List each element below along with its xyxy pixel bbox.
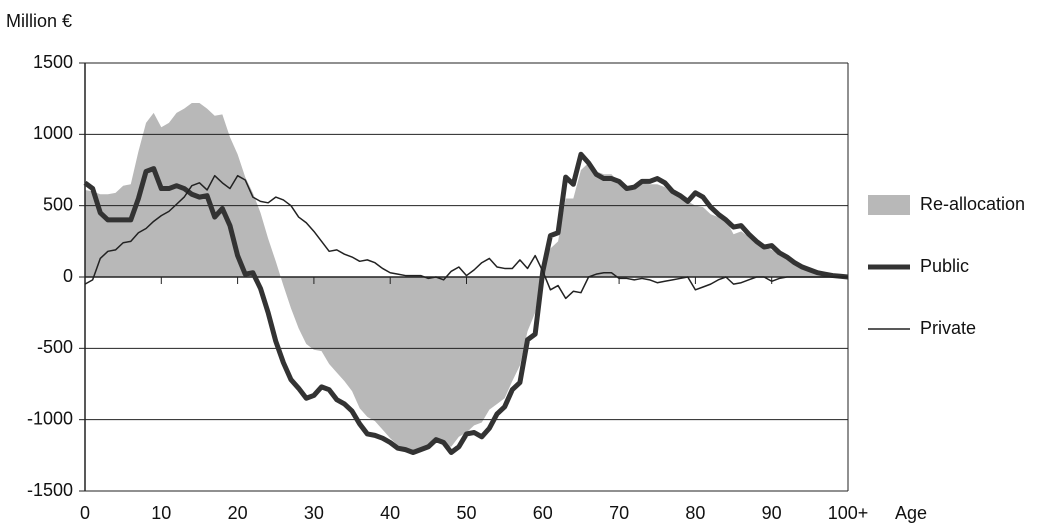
legend-label: Private bbox=[920, 318, 976, 338]
y-axis-label: Million € bbox=[6, 11, 72, 31]
y-tick-label: -1500 bbox=[27, 480, 73, 500]
y-tick-label: 500 bbox=[43, 194, 73, 214]
line bbox=[84, 174, 848, 300]
x-tick-label: 40 bbox=[380, 503, 400, 523]
line bbox=[83, 151, 849, 455]
x-tick-label: 10 bbox=[151, 503, 171, 523]
x-tick-label: 20 bbox=[228, 503, 248, 523]
x-tick-label: 60 bbox=[533, 503, 553, 523]
y-tick-label: 1500 bbox=[33, 52, 73, 72]
x-tick-label: 80 bbox=[685, 503, 705, 523]
x-tick-label: 30 bbox=[304, 503, 324, 523]
y-tick-label: 0 bbox=[63, 266, 73, 286]
y-tick-label: 1000 bbox=[33, 123, 73, 143]
x-axis-label: Age bbox=[895, 503, 927, 523]
x-tick-label: 0 bbox=[80, 503, 90, 523]
y-tick-label: -1000 bbox=[27, 408, 73, 428]
x-tick-label: 100+ bbox=[828, 503, 869, 523]
x-tick-label: 90 bbox=[762, 503, 782, 523]
legend-label: Public bbox=[920, 256, 969, 276]
x-tick-label: 50 bbox=[456, 503, 476, 523]
legend-swatch bbox=[868, 195, 910, 215]
x-tick-label: 70 bbox=[609, 503, 629, 523]
legend-label: Re-allocation bbox=[920, 194, 1025, 214]
y-tick-label: -500 bbox=[37, 337, 73, 357]
